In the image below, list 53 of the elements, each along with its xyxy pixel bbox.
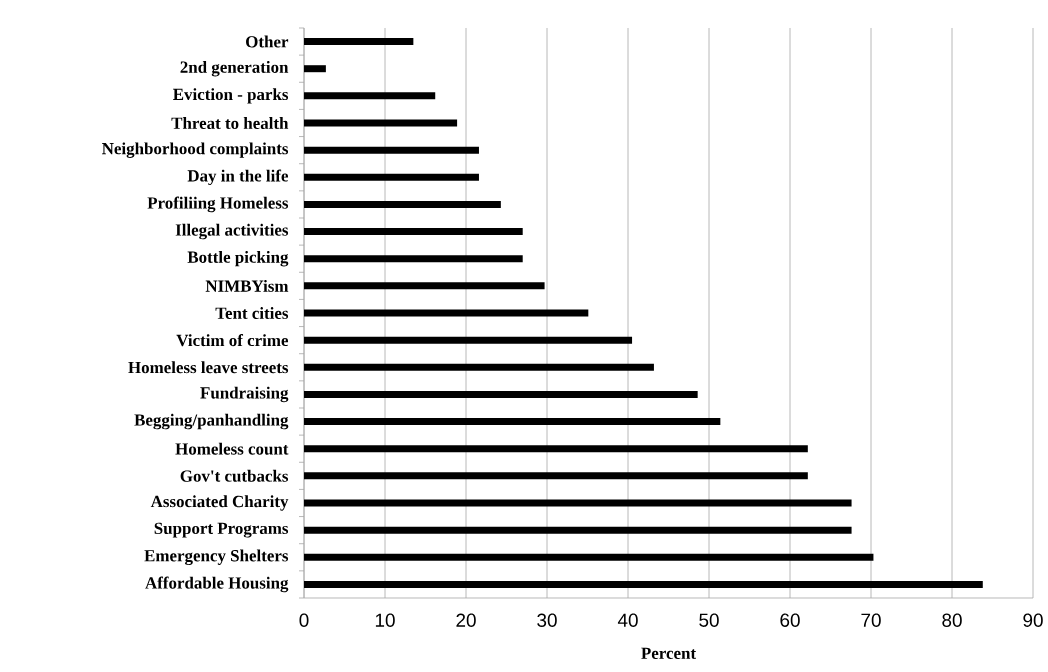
y-tick-label: Affordable Housing xyxy=(145,576,289,593)
bar xyxy=(304,472,808,480)
bar xyxy=(304,309,589,317)
bar xyxy=(304,282,545,290)
bar xyxy=(304,390,698,398)
x-tick-label: 50 xyxy=(699,613,719,627)
x-tick-label: 70 xyxy=(861,613,881,627)
bar xyxy=(304,228,523,236)
bar xyxy=(304,255,523,263)
y-tick-label: Associated Charity xyxy=(150,495,289,511)
y-tick-label: Eviction - parks xyxy=(173,88,289,104)
y-tick-label: Fundraising xyxy=(200,386,289,403)
y-tick-label: Victim of crime xyxy=(176,334,289,347)
bar xyxy=(304,499,852,507)
x-tick-label: 20 xyxy=(456,613,476,627)
bar xyxy=(304,445,808,453)
x-tick-label: 0 xyxy=(299,613,309,627)
bar xyxy=(304,553,874,561)
bar xyxy=(304,65,326,73)
x-tick-label: 80 xyxy=(942,613,962,627)
y-tick-label: Homeless leave streets xyxy=(128,361,289,374)
bar xyxy=(304,580,983,588)
y-tick-label: Other xyxy=(246,35,289,48)
bar xyxy=(304,526,852,534)
bar xyxy=(304,173,479,181)
bar xyxy=(304,418,721,426)
y-tick-label: Profiliing Homeless xyxy=(147,196,289,213)
bar xyxy=(304,119,458,127)
bar xyxy=(304,200,501,208)
x-tick-label: 30 xyxy=(537,613,557,627)
y-tick-label: Tent cities xyxy=(215,307,289,319)
x-tick-label: 90 xyxy=(1023,613,1043,627)
x-tick-label: 60 xyxy=(780,613,800,627)
bar xyxy=(304,146,479,154)
y-tick-label: Bottle picking xyxy=(187,250,289,267)
bar xyxy=(304,92,436,100)
bar xyxy=(304,363,654,371)
y-tick-label: 2nd generation xyxy=(180,60,289,77)
x-axis-title: Percent xyxy=(641,647,697,660)
y-tick-label: Support Programs xyxy=(154,522,289,538)
y-tick-label: NIMBYism xyxy=(205,279,289,292)
bar xyxy=(304,38,414,46)
x-tick-label: 40 xyxy=(617,613,638,627)
y-tick-label: Neighborhood complaints xyxy=(102,142,289,158)
x-tick-label: 10 xyxy=(375,613,395,627)
y-tick-label: Day in the life xyxy=(187,169,289,186)
bar xyxy=(304,336,633,344)
y-tick-label: Threat to health xyxy=(171,117,289,129)
y-tick-label: Homeless count xyxy=(175,442,289,455)
y-tick-label: Begging/panhandling xyxy=(134,413,289,430)
y-tick-label: Emergency Shelters xyxy=(144,549,289,566)
y-tick-label: Gov't cutbacks xyxy=(180,469,289,482)
y-tick-label: Illegal activities xyxy=(175,223,289,240)
